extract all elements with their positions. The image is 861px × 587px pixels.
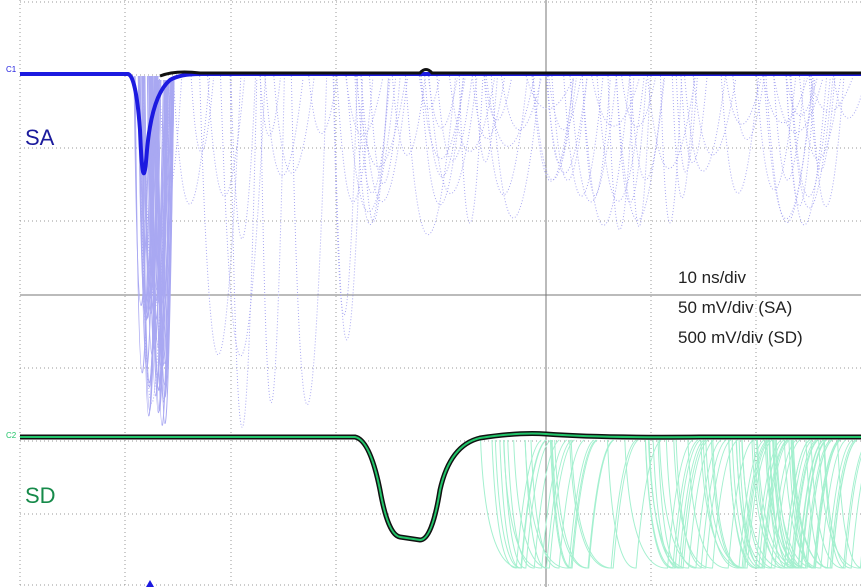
sd-label: SD [25, 483, 56, 508]
sa-scale: 50 mV/div (SA) [678, 298, 792, 317]
sa-label: SA [25, 125, 55, 150]
sd-marker: C2 [6, 431, 17, 440]
background [0, 0, 861, 587]
scope-screen: C1 C2 SA SD 10 ns/div 50 mV/div (SA) 500… [0, 0, 861, 587]
timebase: 10 ns/div [678, 268, 747, 287]
sa-marker: C1 [6, 65, 17, 74]
sd-scale: 500 mV/div (SD) [678, 328, 803, 347]
